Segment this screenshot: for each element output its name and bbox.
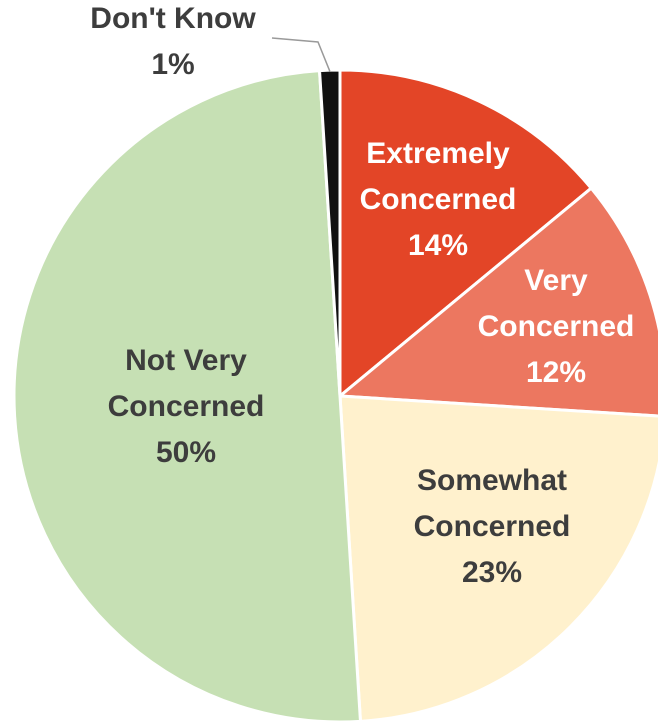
- pie-slices: [12, 68, 658, 724]
- slice-label-somewhat-concerned: Somewhat Concerned 23%: [414, 464, 571, 589]
- slice-value-label: 1%: [151, 48, 194, 81]
- slice-value-label: 14%: [408, 229, 468, 262]
- pie-slice-extremely-concerned: [338, 68, 593, 398]
- slice-name-line: Very: [524, 264, 588, 297]
- pie-slice-somewhat-concerned: [338, 394, 658, 723]
- slice-name-line: Somewhat: [417, 464, 567, 497]
- slice-name-line: Concerned: [360, 183, 517, 216]
- slice-value-label: 12%: [526, 356, 586, 389]
- slice-name-line: Concerned: [478, 310, 635, 343]
- slice-labels: Extremely Concerned 14% Very Concerned 12% Som…: [90, 2, 634, 589]
- slice-name-line: Don't Know: [90, 2, 256, 35]
- slice-name-line: Not Very: [125, 344, 247, 377]
- slice-label-not-very-concerned: Not Very Concerned 50%: [108, 344, 265, 469]
- slice-value-label: 23%: [462, 556, 522, 589]
- pie-slice-very-concerned: [338, 186, 658, 418]
- dont-know-leader-line: [271, 37, 331, 72]
- slice-name-line: Concerned: [108, 390, 265, 423]
- pie-slice-not-very-concerned: [12, 69, 362, 724]
- slice-label-extremely-concerned: Extremely Concerned 14%: [360, 137, 517, 262]
- slice-label-don-t-know: Don't Know 1%: [90, 2, 256, 81]
- slice-name-line: Concerned: [414, 510, 571, 543]
- slice-label-very-concerned: Very Concerned 12%: [478, 264, 635, 389]
- slice-value-label: 50%: [156, 436, 216, 469]
- slice-name-line: Extremely: [366, 137, 510, 170]
